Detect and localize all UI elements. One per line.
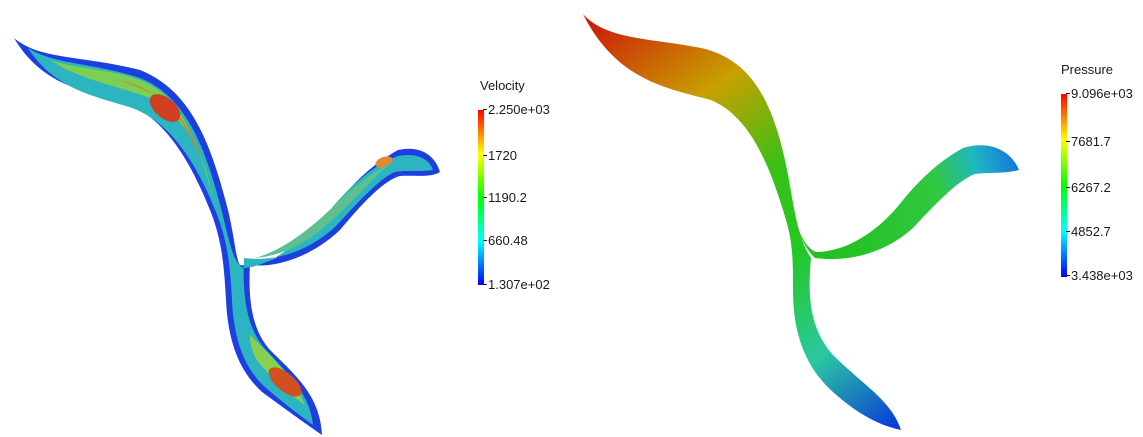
pressure-legend: Pressure 9.096e+03 7681.7 6267.2 4852.7 … xyxy=(1061,62,1143,292)
pressure-tick-4: 4852.7 xyxy=(1066,224,1111,239)
velocity-branch-core xyxy=(255,164,390,258)
velocity-tick-3: 1190.2 xyxy=(483,190,527,205)
velocity-tick-2: 1720 xyxy=(483,148,517,163)
pressure-tick-3: 6267.2 xyxy=(1066,180,1111,195)
pressure-tick-2: 7681.7 xyxy=(1066,134,1111,149)
velocity-hotspot-lower xyxy=(268,367,302,397)
velocity-tick-min: 1.307e+02 xyxy=(483,277,550,292)
velocity-vessel-core xyxy=(50,60,212,195)
pressure-panel: Pressure 9.096e+03 7681.7 6267.2 4852.7 … xyxy=(571,0,1143,437)
velocity-tick-4: 660.48 xyxy=(483,233,528,248)
velocity-panel: Velocity 2.250e+03 1720 1190.2 660.48 1.… xyxy=(0,0,571,437)
pressure-vessel-branch xyxy=(793,145,1019,260)
pressure-legend-title: Pressure xyxy=(1061,62,1114,77)
velocity-legend: Velocity 2.250e+03 1720 1190.2 660.48 1.… xyxy=(478,78,568,298)
velocity-tick-max: 2.250e+03 xyxy=(483,102,550,117)
pressure-field-plot xyxy=(583,14,1019,430)
pressure-tick-max: 9.096e+03 xyxy=(1066,86,1133,101)
velocity-legend-title: Velocity xyxy=(480,78,525,93)
velocity-field-plot xyxy=(14,38,440,435)
pressure-vessel-main xyxy=(583,14,901,430)
velocity-colorbar xyxy=(478,110,484,285)
pressure-tick-min: 3.438e+03 xyxy=(1066,268,1133,283)
pressure-colorbar xyxy=(1061,94,1067,277)
velocity-hotspot-upper-center xyxy=(149,94,181,122)
